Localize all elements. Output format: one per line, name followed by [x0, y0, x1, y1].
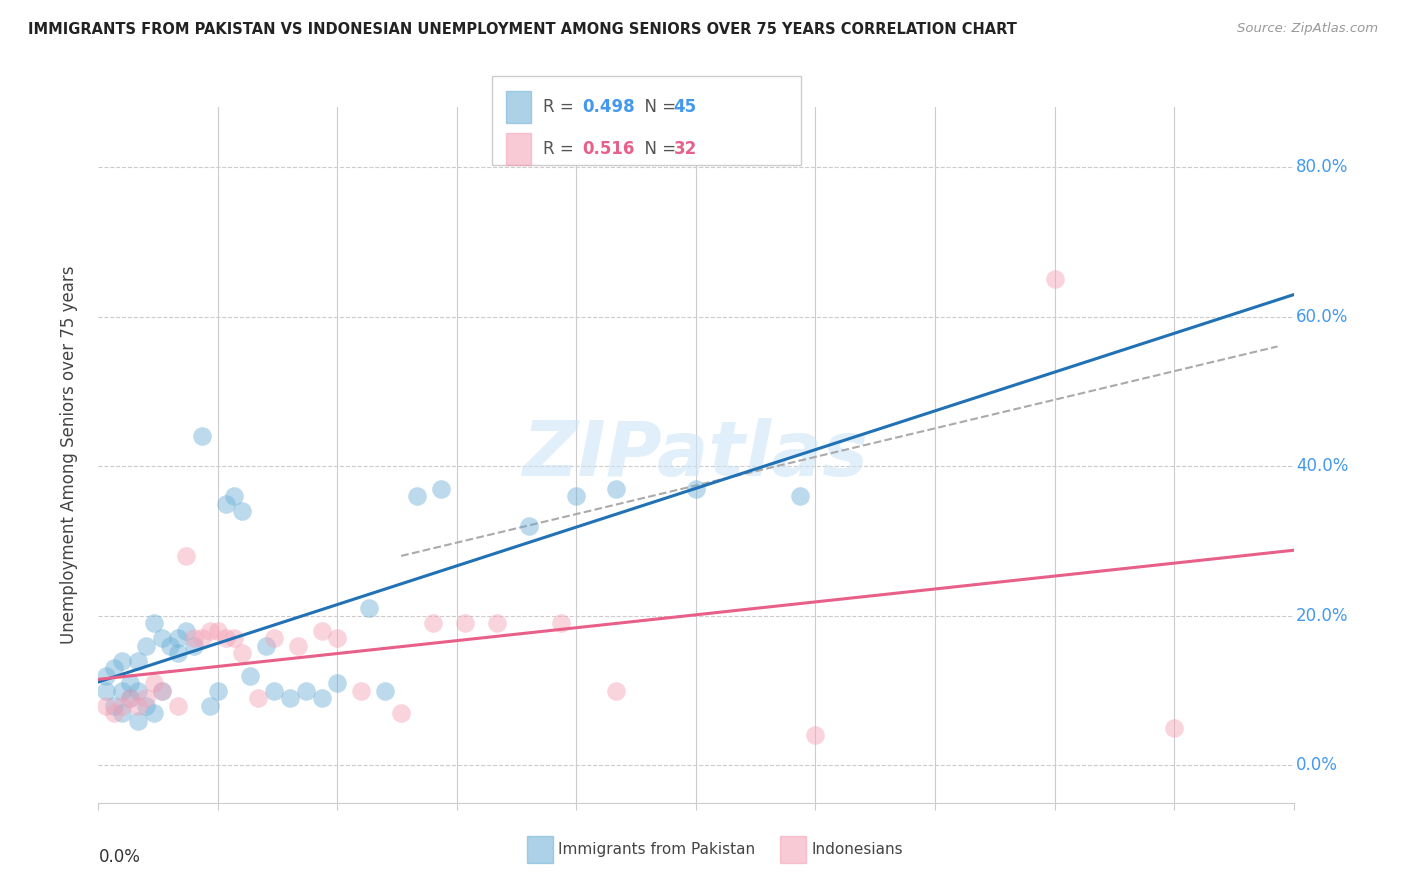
Point: [143, 676, 166, 690]
Point: [804, 729, 827, 743]
Point: [150, 683, 173, 698]
Point: [454, 616, 477, 631]
Point: [565, 489, 588, 503]
Point: [150, 631, 173, 645]
Point: [120, 691, 142, 706]
Point: [167, 631, 190, 645]
Point: [198, 624, 221, 638]
Point: [311, 624, 333, 638]
Point: [326, 631, 349, 645]
Point: [174, 624, 197, 638]
Point: [135, 698, 157, 713]
Point: [605, 482, 627, 496]
Point: [103, 706, 125, 720]
Point: [278, 691, 301, 706]
Point: [246, 691, 269, 706]
Point: [183, 639, 205, 653]
Text: 0.0%: 0.0%: [1296, 756, 1337, 774]
Point: [143, 706, 166, 720]
Point: [127, 714, 149, 728]
Point: [183, 631, 205, 645]
Point: [111, 654, 134, 668]
Point: [207, 624, 229, 638]
Text: 45: 45: [673, 98, 696, 116]
Point: [550, 616, 572, 631]
Point: [215, 497, 238, 511]
Point: [103, 698, 125, 713]
Text: ZIPatlas: ZIPatlas: [523, 418, 869, 491]
Text: 40.0%: 40.0%: [1296, 457, 1348, 475]
Text: Immigrants from Pakistan: Immigrants from Pakistan: [558, 842, 755, 856]
Point: [127, 698, 149, 713]
Point: [135, 691, 157, 706]
Y-axis label: Unemployment Among Seniors over 75 years: Unemployment Among Seniors over 75 years: [59, 266, 77, 644]
Point: [406, 489, 429, 503]
Point: [127, 683, 149, 698]
Point: [350, 683, 373, 698]
Point: [311, 691, 333, 706]
Text: N =: N =: [634, 98, 682, 116]
Point: [135, 639, 157, 653]
Point: [263, 631, 285, 645]
Text: Indonesians: Indonesians: [811, 842, 903, 856]
Point: [287, 639, 309, 653]
Point: [1043, 272, 1066, 286]
Point: [198, 698, 221, 713]
Point: [430, 482, 453, 496]
Text: R =: R =: [543, 140, 579, 158]
Text: Source: ZipAtlas.com: Source: ZipAtlas.com: [1237, 22, 1378, 36]
Point: [111, 683, 134, 698]
Point: [167, 646, 190, 660]
Point: [239, 668, 262, 682]
Point: [127, 654, 149, 668]
Point: [159, 639, 181, 653]
Point: [231, 504, 253, 518]
Point: [96, 698, 118, 713]
Point: [96, 683, 118, 698]
Text: 60.0%: 60.0%: [1296, 308, 1348, 326]
Point: [485, 616, 508, 631]
Point: [174, 549, 197, 563]
Point: [389, 706, 412, 720]
Point: [150, 683, 173, 698]
Text: 0.498: 0.498: [582, 98, 634, 116]
Point: [207, 683, 229, 698]
Point: [789, 489, 811, 503]
Point: [605, 683, 627, 698]
Point: [231, 646, 253, 660]
Point: [263, 683, 285, 698]
Text: 0.516: 0.516: [582, 140, 634, 158]
Point: [96, 668, 118, 682]
Text: IMMIGRANTS FROM PAKISTAN VS INDONESIAN UNEMPLOYMENT AMONG SENIORS OVER 75 YEARS : IMMIGRANTS FROM PAKISTAN VS INDONESIAN U…: [28, 22, 1017, 37]
Point: [374, 683, 396, 698]
Point: [517, 519, 540, 533]
Point: [422, 616, 444, 631]
Text: N =: N =: [634, 140, 682, 158]
Point: [111, 698, 134, 713]
Point: [191, 631, 214, 645]
Point: [111, 706, 134, 720]
Point: [191, 429, 214, 443]
Text: 32: 32: [673, 140, 697, 158]
Point: [120, 676, 142, 690]
Point: [326, 676, 349, 690]
Point: [222, 631, 245, 645]
Text: 20.0%: 20.0%: [1296, 607, 1348, 624]
Text: 80.0%: 80.0%: [1296, 158, 1348, 176]
Point: [294, 683, 316, 698]
Point: [103, 661, 125, 675]
Point: [215, 631, 238, 645]
Point: [359, 601, 381, 615]
Point: [143, 616, 166, 631]
Point: [167, 698, 190, 713]
Text: R =: R =: [543, 98, 579, 116]
Point: [1163, 721, 1185, 735]
Point: [222, 489, 245, 503]
Point: [120, 691, 142, 706]
Point: [254, 639, 277, 653]
Point: [685, 482, 707, 496]
Text: 0.0%: 0.0%: [98, 848, 141, 866]
